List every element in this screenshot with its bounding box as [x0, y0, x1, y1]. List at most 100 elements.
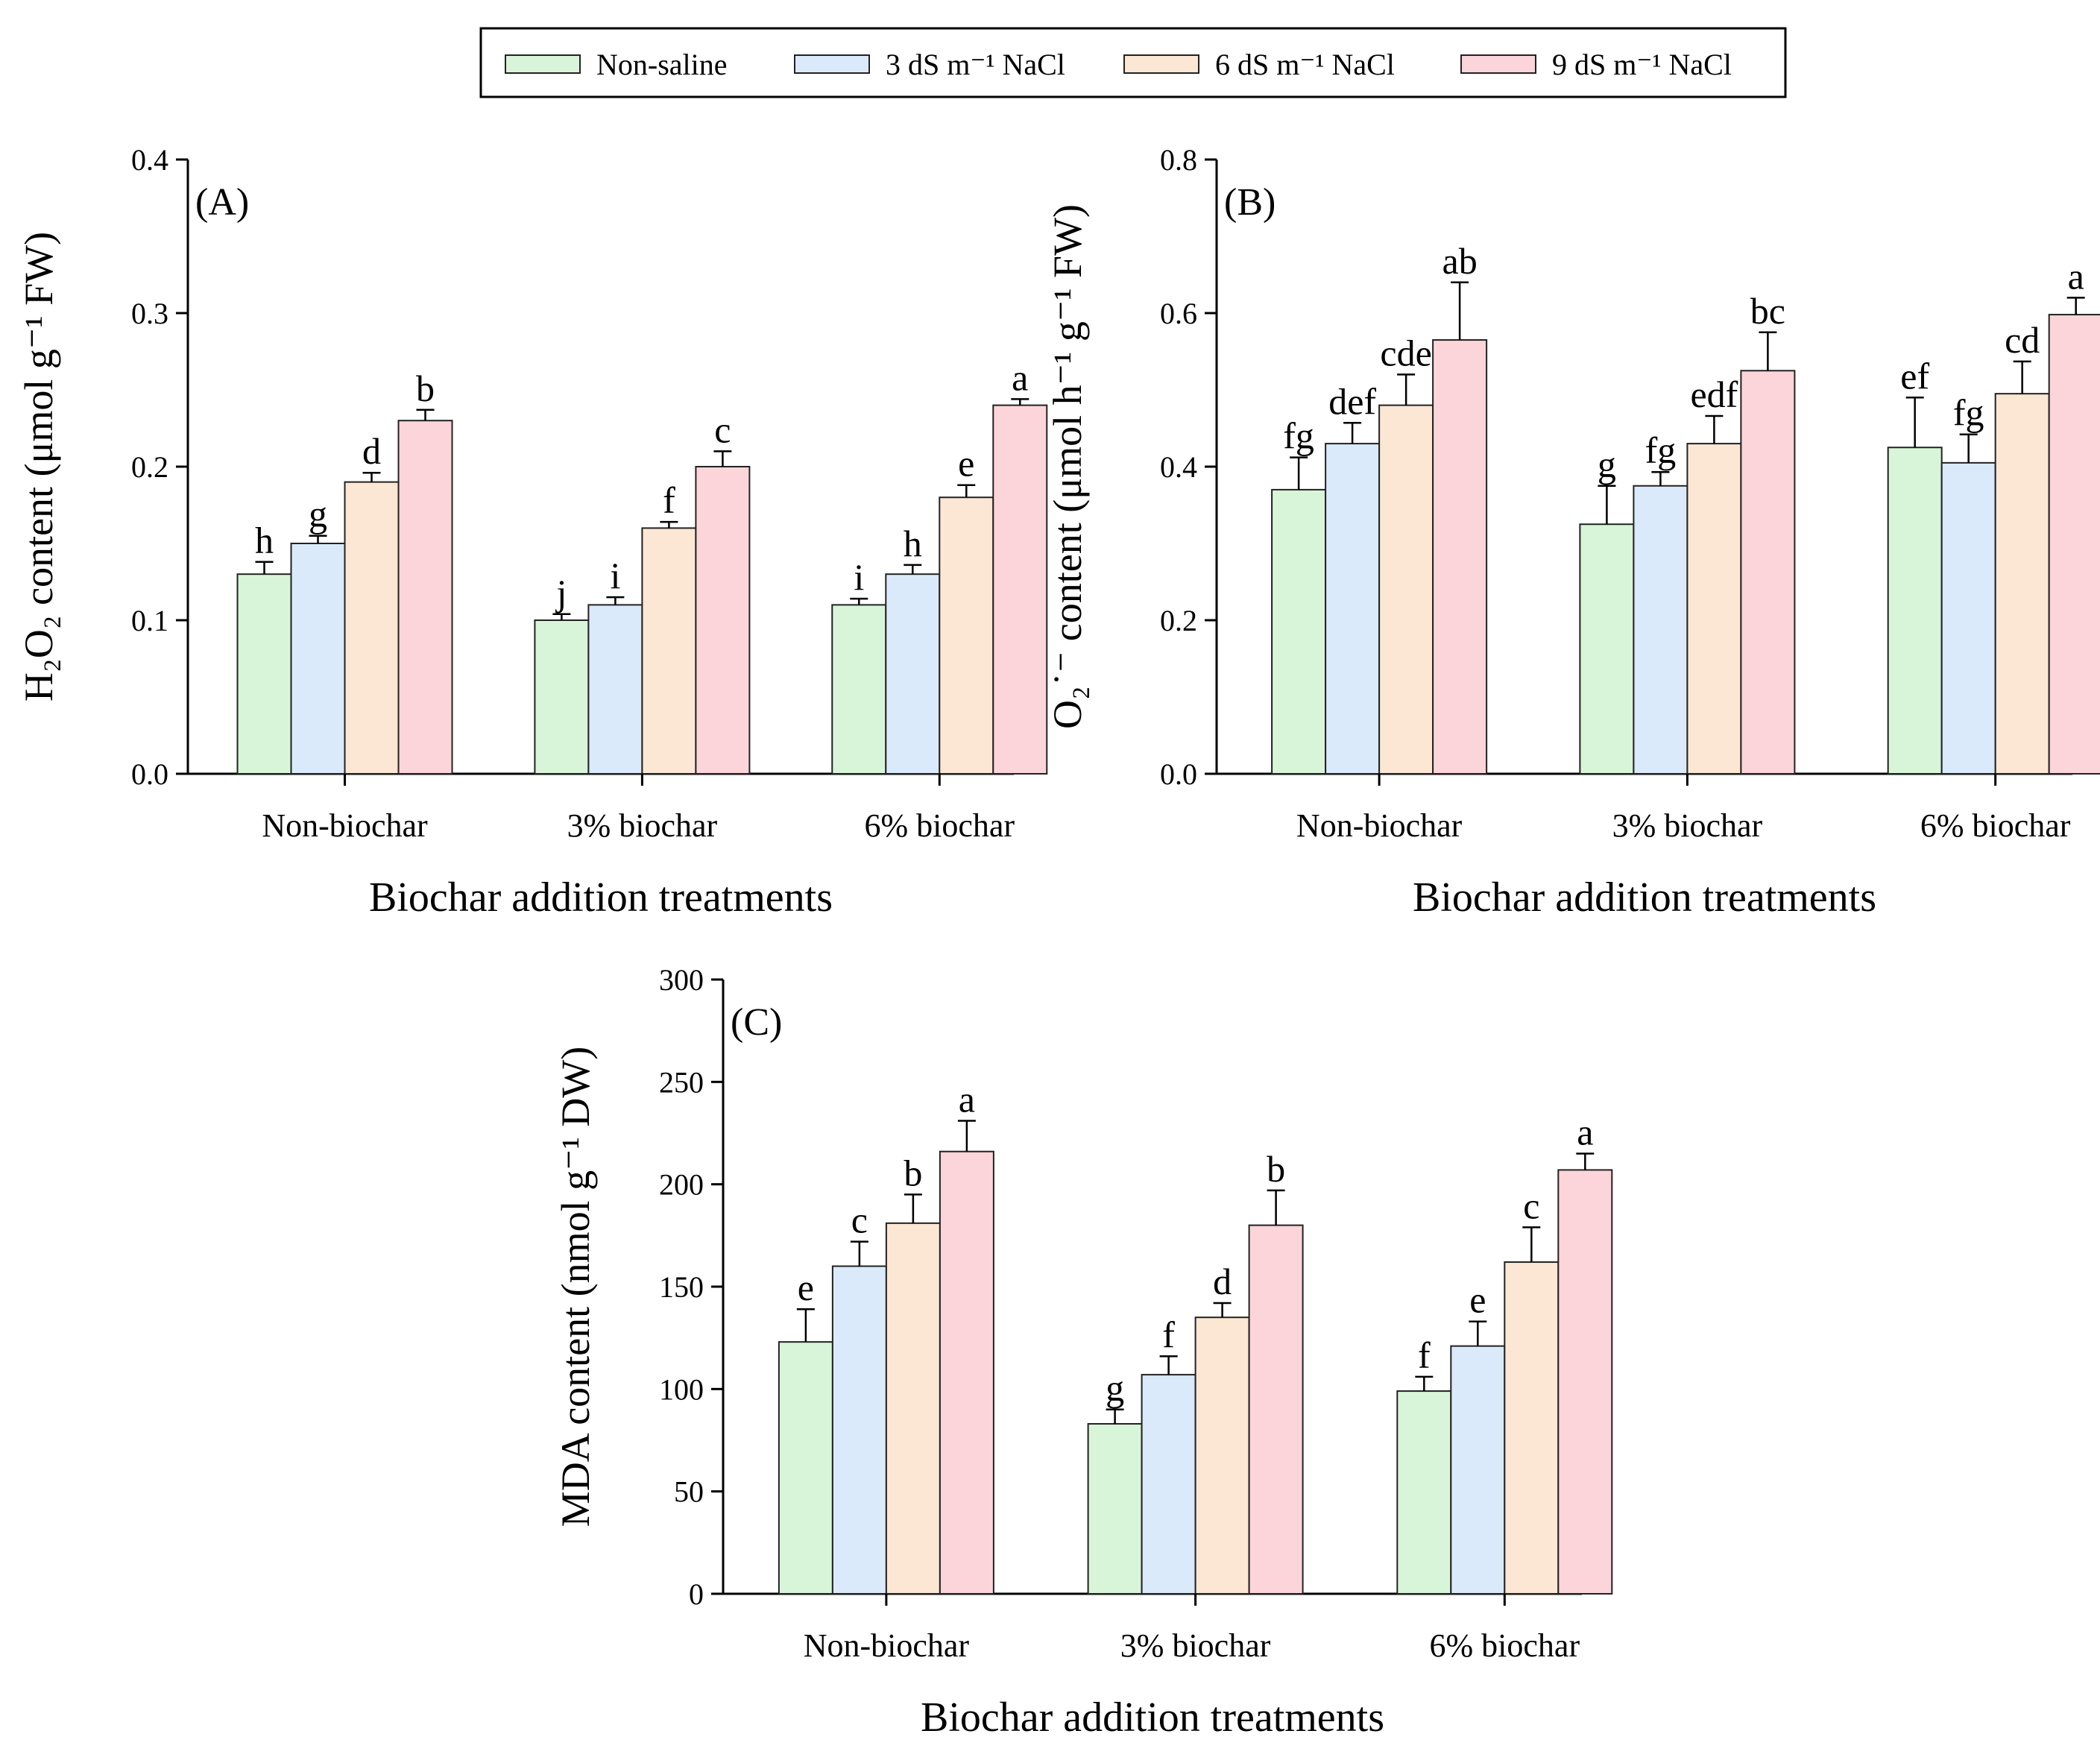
bar [1633, 485, 1688, 775]
significance-letter: c [714, 409, 731, 450]
y-tick-label: 150 [659, 1270, 704, 1304]
bar [885, 1222, 941, 1595]
bar [534, 619, 590, 775]
significance-letter: d [1213, 1261, 1232, 1302]
x-tick-label: 6% biochar [1430, 1627, 1580, 1664]
significance-letter: i [854, 556, 864, 598]
x-axis-label: Biochar addition treatments [921, 1694, 1384, 1741]
x-tick-label: Non-biochar [262, 807, 428, 844]
significance-letter: b [416, 368, 435, 409]
x-axis-label: Biochar addition treatments [369, 874, 833, 921]
significance-letter: e [958, 443, 974, 485]
bar [587, 604, 643, 775]
significance-letter: bc [1750, 290, 1785, 332]
significance-letter: b [1267, 1148, 1285, 1190]
y-axis-label: H₂O₂ content (μmol g⁻¹ FW) [16, 232, 61, 701]
x-tick-label: 3% biochar [567, 807, 718, 844]
x-tick-label: 3% biochar [1612, 807, 1763, 844]
y-tick-label: 200 [659, 1168, 704, 1202]
y-tick-label: 0.0 [131, 757, 168, 791]
bar [1686, 443, 1742, 775]
y-tick-label: 0.4 [131, 143, 168, 177]
legend-label: 6 dS m⁻¹ NaCl [1215, 48, 1395, 81]
panel-label: (A) [195, 181, 249, 224]
significance-letter: g [1106, 1367, 1124, 1409]
significance-letter: j [555, 572, 567, 614]
significance-letter: g [1598, 444, 1616, 485]
significance-letter: fg [1283, 415, 1314, 457]
y-tick-label: 0.0 [1160, 757, 1197, 791]
panel-label: (C) [731, 1001, 782, 1044]
y-tick-label: 0.2 [1160, 604, 1197, 637]
y-tick-label: 0.3 [131, 297, 168, 330]
significance-letter: a [2068, 255, 2084, 297]
y-tick-label: 0.4 [1160, 450, 1197, 484]
bar [1194, 1316, 1250, 1595]
significance-letter: f [1162, 1313, 1175, 1355]
bar [695, 466, 751, 775]
significance-letter: fg [1953, 392, 1984, 434]
y-tick-label: 0.1 [131, 604, 168, 637]
bar [1087, 1423, 1143, 1595]
bar [778, 1341, 833, 1595]
x-tick-label: 3% biochar [1120, 1627, 1271, 1664]
significance-letter: e [1469, 1279, 1486, 1321]
bar [1396, 1390, 1452, 1595]
bar [397, 420, 453, 775]
y-tick-label: 300 [659, 963, 704, 997]
significance-letter: ab [1442, 240, 1478, 282]
bar [885, 573, 941, 775]
significance-letter: a [1577, 1111, 1593, 1152]
x-tick-label: 6% biochar [864, 807, 1015, 844]
bar [1740, 370, 1796, 775]
bar [1557, 1169, 1613, 1595]
bar [939, 1150, 994, 1595]
significance-letter: c [1523, 1185, 1539, 1226]
legend-swatch [794, 54, 870, 74]
y-tick-label: 100 [659, 1372, 704, 1406]
y-axis-label: O₂˙⁻ content (μmol h⁻¹ g⁻¹ FW) [1045, 204, 1090, 729]
bar [2048, 314, 2100, 775]
legend-swatch [1460, 54, 1536, 74]
bar [1141, 1374, 1196, 1595]
chart-panel-c: 050100150200250300ecbaNon-biochargfdb3% … [553, 963, 1613, 1741]
bar [1378, 404, 1434, 775]
bar [1887, 447, 1943, 775]
significance-letter: a [1012, 356, 1028, 398]
legend-label: 3 dS m⁻¹ NaCl [886, 48, 1065, 81]
y-tick-label: 0.8 [1160, 143, 1197, 177]
bar [1450, 1345, 1506, 1595]
y-tick-label: 0.6 [1160, 297, 1197, 330]
significance-letter: fg [1645, 429, 1677, 471]
y-axis-label: MDA content (nmol g⁻¹ DW) [553, 1047, 598, 1527]
bar [1432, 339, 1488, 775]
y-tick-label: 50 [674, 1475, 704, 1509]
significance-letter: cde [1380, 332, 1431, 373]
bar [992, 404, 1048, 775]
significance-letter: c [851, 1199, 868, 1241]
bar [344, 481, 400, 775]
legend-swatch [1123, 54, 1199, 74]
bar [236, 573, 292, 775]
significance-letter: edf [1690, 373, 1738, 415]
bar [641, 527, 697, 775]
legend-swatch [505, 54, 581, 74]
significance-letter: e [798, 1267, 814, 1308]
significance-letter: b [904, 1152, 922, 1193]
bar [1994, 393, 2050, 775]
bar [831, 1265, 887, 1595]
significance-letter: h [904, 523, 922, 564]
bar [1579, 523, 1635, 775]
significance-letter: d [362, 430, 381, 472]
bar [1940, 461, 1996, 775]
significance-letter: h [255, 520, 274, 561]
bar [1325, 443, 1381, 775]
y-tick-label: 0.2 [131, 450, 168, 484]
legend-label: Non-saline [596, 48, 728, 81]
panel-label: (B) [1224, 181, 1276, 224]
bar [939, 496, 994, 775]
significance-letter: a [959, 1079, 975, 1120]
